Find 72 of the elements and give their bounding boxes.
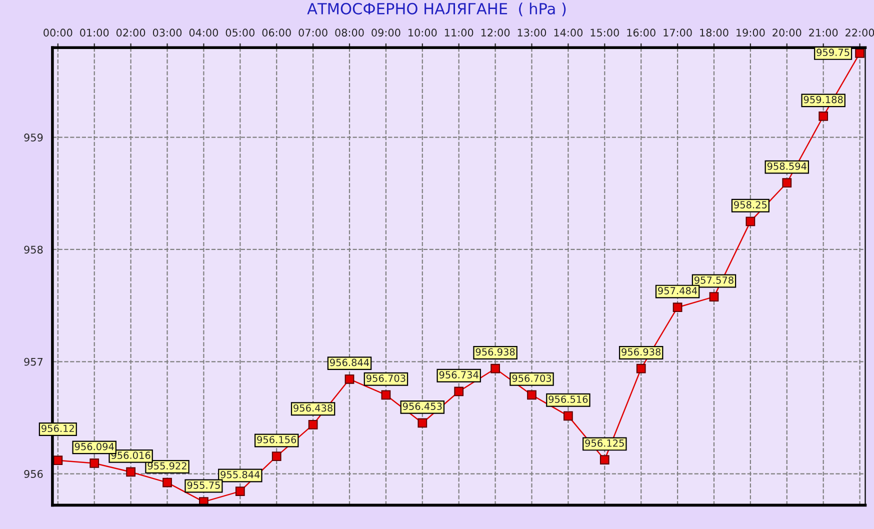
y-tick-label: 959 [24,134,43,142]
x-tick-label: 06:00 [262,28,291,37]
x-tick-label: 09:00 [372,28,400,37]
data-label: 959.188 [804,96,843,104]
point [272,452,282,461]
data-label: 957.484 [658,287,698,294]
point [818,112,828,121]
data-label: 956.438 [294,404,332,412]
point [454,386,464,396]
data-label: 955.922 [148,462,186,470]
point [490,364,500,374]
point [381,390,391,400]
data-label: 955.844 [220,470,260,478]
point [709,292,719,302]
x-tick-label: 03:00 [152,28,182,37]
point [344,374,354,384]
point [672,302,682,312]
x-tick-label: 00:00 [44,28,72,37]
data-label: 956.156 [257,436,296,444]
data-label: 956.094 [74,442,114,450]
x-tick-label: 02:00 [116,28,146,37]
point [308,420,318,430]
point [418,418,428,428]
point [855,48,864,58]
x-tick-label: 01:00 [80,28,109,37]
x-tick-label: 05:00 [226,28,254,37]
point [53,456,63,466]
x-tick-label: 11:00 [444,28,474,37]
data-label: 956.703 [366,374,406,382]
data-label: 957.578 [694,276,734,284]
x-tick-label: 15:00 [590,28,619,37]
y-tick-label: 958 [24,246,43,254]
x-tick-label: 08:00 [335,28,364,37]
data-label: 956.938 [476,348,515,356]
x-tick-label: 16:00 [627,28,656,37]
x-tick-label: 04:00 [189,28,218,37]
point [636,364,646,374]
data-label: 956.125 [585,439,624,447]
point [162,478,172,488]
x-tick-label: 12:00 [481,28,510,37]
data-label: 956.938 [622,348,661,356]
data-label: 956.453 [402,402,442,410]
data-label: 958.594 [767,162,806,170]
data-label: 959.75 [816,48,850,56]
chart-title: АТМОСФЕРНО НАЛЯГАНЕ ( hPa ) [307,2,566,16]
point [746,216,756,226]
x-tick-label: 14:00 [554,28,583,37]
point [600,455,610,464]
point [90,458,100,468]
data-label: 956.844 [330,358,370,366]
data-label: 956.12 [42,424,74,432]
x-tick-label: 20:00 [772,28,802,37]
x-tick-label: 17:00 [664,28,692,37]
data-label: 956.734 [439,371,478,378]
data-label: 956.703 [512,374,552,382]
x-tick-label: 07:00 [298,28,328,37]
y-tick-label: 957 [24,358,43,366]
x-tick-label: 22:00 [846,28,874,37]
data-label: 958.25 [734,201,767,208]
x-tick-label: 19:00 [736,28,765,37]
data-label: 956.516 [548,396,588,403]
x-tick-label: 10:00 [408,28,437,37]
y-tick-label: 956 [24,470,43,478]
point [782,178,792,188]
point [235,486,245,496]
x-tick-label: 21:00 [809,28,838,37]
x-tick-label: 18:00 [700,28,728,37]
data-label: 955.75 [187,481,220,489]
point [527,390,536,400]
x-tick-label: 13:00 [518,28,546,37]
point [564,411,573,421]
point [126,467,136,477]
